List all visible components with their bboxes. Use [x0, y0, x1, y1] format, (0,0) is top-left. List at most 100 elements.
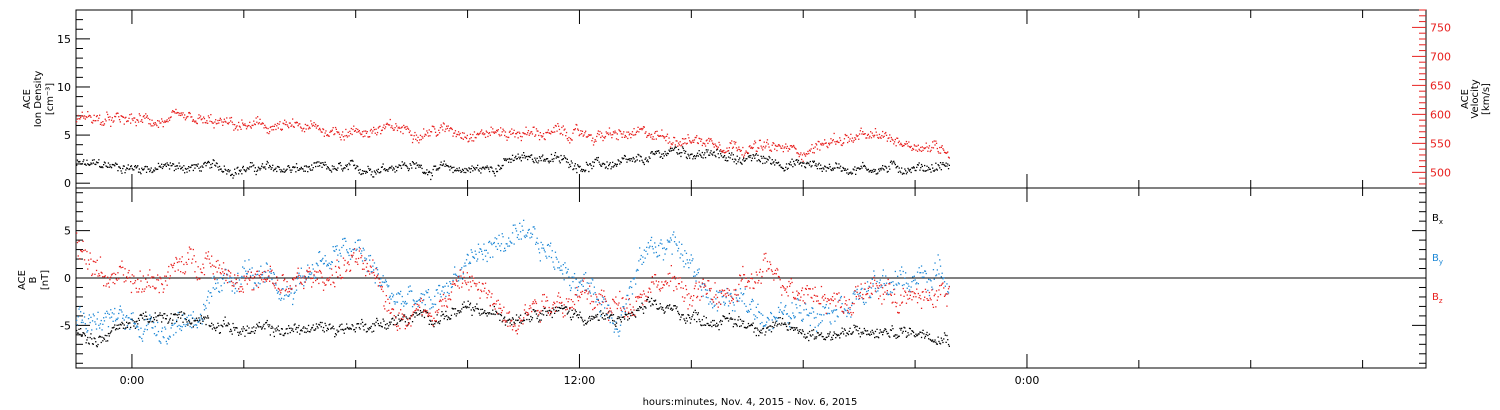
data-point — [214, 327, 216, 330]
data-point — [91, 163, 93, 165]
data-point — [939, 259, 941, 261]
data-point — [592, 279, 594, 281]
data-point — [654, 299, 657, 301]
data-point — [262, 325, 264, 327]
data-point — [356, 261, 358, 263]
data-point — [831, 167, 834, 170]
data-point — [835, 309, 838, 311]
data-point — [302, 128, 304, 130]
data-point — [508, 318, 511, 320]
data-point — [798, 330, 800, 333]
data-point — [718, 157, 720, 159]
data-point — [78, 328, 80, 330]
data-point — [102, 121, 104, 123]
data-point — [265, 279, 267, 281]
data-point — [352, 160, 354, 162]
data-point — [558, 306, 561, 309]
data-point — [427, 132, 429, 134]
data-point — [777, 317, 780, 319]
data-point — [810, 166, 812, 168]
data-point — [369, 254, 372, 257]
data-point — [889, 282, 891, 284]
data-point — [560, 265, 562, 267]
data-point — [362, 247, 364, 249]
data-point — [538, 248, 540, 250]
data-point — [731, 296, 733, 298]
data-point — [685, 317, 688, 319]
data-point — [403, 163, 405, 165]
data-point — [615, 322, 618, 324]
data-point — [232, 123, 234, 126]
data-point — [101, 336, 103, 338]
data-point — [264, 166, 266, 168]
data-point — [169, 116, 171, 119]
data-point — [95, 345, 98, 347]
data-point — [560, 307, 562, 309]
data-point — [121, 260, 123, 262]
data-point — [427, 291, 429, 294]
data-point — [164, 326, 166, 328]
data-point — [568, 310, 570, 312]
data-point — [357, 257, 360, 260]
data-point — [693, 139, 696, 141]
data-point — [902, 145, 904, 147]
data-point — [516, 131, 518, 133]
data-point — [915, 169, 917, 172]
data-point — [274, 282, 276, 285]
data-point — [94, 120, 96, 122]
data-point — [242, 288, 244, 290]
data-point — [382, 318, 384, 320]
data-point — [352, 128, 354, 131]
data-point — [797, 298, 799, 300]
data-point — [680, 155, 682, 158]
data-point — [438, 284, 441, 287]
data-point — [652, 248, 654, 250]
data-point — [84, 249, 86, 251]
data-point — [901, 327, 903, 329]
data-point — [856, 325, 858, 328]
data-point — [255, 173, 257, 176]
data-point — [781, 147, 783, 149]
data-point — [584, 319, 586, 322]
data-point — [199, 117, 201, 119]
data-point — [850, 133, 852, 135]
data-point — [673, 231, 675, 233]
data-point — [137, 165, 139, 167]
data-point — [761, 332, 763, 334]
data-point — [767, 326, 769, 328]
data-point — [462, 169, 464, 171]
data-point — [457, 275, 459, 277]
data-point — [677, 145, 679, 147]
data-point — [145, 171, 148, 173]
data-point — [625, 158, 627, 160]
data-point — [881, 135, 883, 137]
data-point — [682, 143, 684, 145]
data-point — [310, 329, 312, 331]
data-point — [556, 130, 558, 132]
data-point — [797, 153, 800, 155]
data-point — [427, 174, 429, 176]
data-point — [198, 317, 200, 319]
data-point — [131, 167, 133, 170]
data-point — [454, 170, 456, 172]
data-point — [375, 321, 377, 323]
data-point — [519, 222, 521, 224]
data-point — [721, 296, 723, 298]
data-point — [370, 174, 372, 176]
data-point — [918, 267, 920, 269]
data-point — [802, 160, 804, 162]
data-point — [612, 166, 615, 168]
data-point — [582, 321, 584, 323]
data-point — [906, 143, 908, 145]
data-point — [173, 323, 175, 325]
data-point — [280, 171, 282, 173]
data-point — [323, 164, 325, 166]
data-point — [772, 321, 774, 323]
data-point — [128, 322, 130, 324]
data-point — [326, 263, 329, 266]
data-point — [484, 255, 487, 257]
data-point — [369, 259, 371, 261]
data-point — [782, 313, 784, 315]
data-point — [781, 317, 784, 320]
data-point — [688, 267, 690, 269]
